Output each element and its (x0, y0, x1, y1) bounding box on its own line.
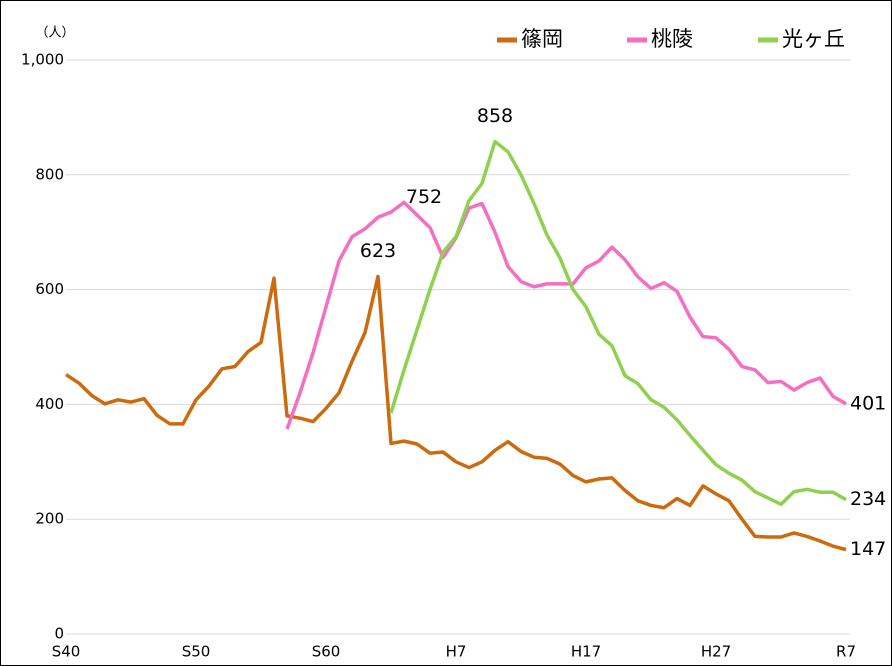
series-line (389, 139, 847, 507)
y-tick-label: 400 (35, 395, 64, 413)
legend-label: 篠岡 (521, 27, 563, 51)
end-label: 147 (850, 538, 886, 560)
peak-label: 858 (477, 105, 513, 127)
y-tick-label: 800 (35, 165, 64, 183)
legend-label: 桃陵 (651, 27, 693, 51)
x-tick-label: H17 (571, 643, 601, 661)
y-tick-label: 200 (35, 510, 64, 528)
peak-label: 623 (360, 240, 396, 262)
peak-label: 752 (406, 186, 442, 208)
x-tick-label: R7 (836, 643, 856, 661)
x-tick-label: H7 (446, 643, 467, 661)
y-tick-label: 1,000 (21, 51, 64, 69)
x-tick-label: S50 (182, 643, 211, 661)
legend-label: 光ヶ丘 (782, 27, 845, 51)
end-label: 401 (850, 392, 886, 414)
x-tick-label: S40 (52, 643, 81, 661)
y-tick-label: 600 (35, 280, 64, 298)
end-label: 234 (850, 488, 886, 510)
y-tick-label: 0 (54, 625, 64, 643)
series-line (285, 200, 847, 430)
x-tick-label: H27 (701, 643, 731, 661)
x-tick-label: S60 (312, 643, 341, 661)
series-line (65, 274, 847, 552)
y-axis-label: （人） (35, 26, 74, 41)
